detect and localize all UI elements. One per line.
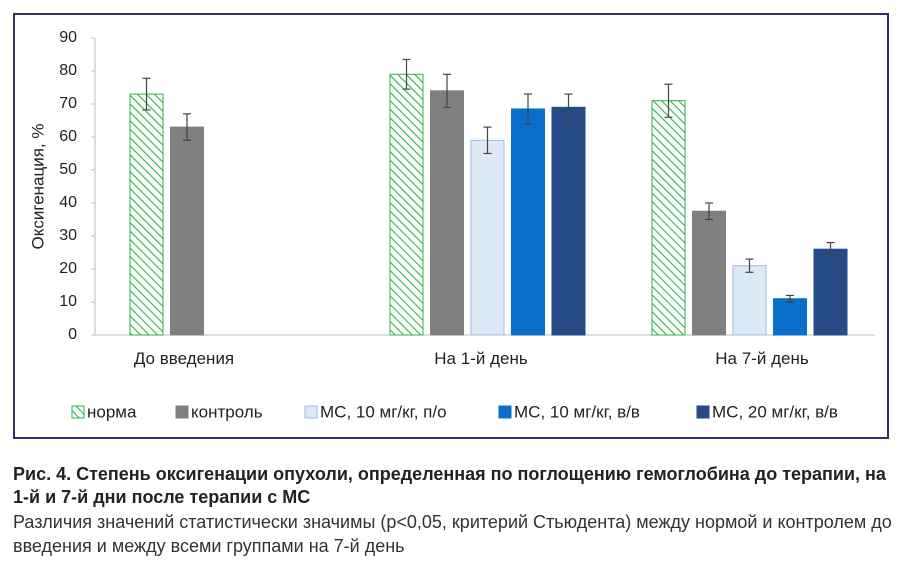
bars — [129, 58, 848, 336]
y-tick-label: 10 — [59, 293, 77, 310]
bar — [470, 139, 505, 336]
caption-note: Различия значений статистически значимы … — [13, 512, 892, 556]
bar — [170, 126, 204, 336]
category-label: До введения — [134, 349, 234, 368]
y-tick-label: 30 — [59, 227, 77, 244]
legend-swatch — [71, 405, 85, 419]
legend-swatch — [696, 405, 710, 419]
bar — [773, 298, 807, 336]
legend: норма контроль МС, 10 мг/кг, п/о МС, 10 мг/… — [71, 402, 838, 421]
legend-swatch — [175, 405, 189, 419]
category-label: На 1-й день — [434, 349, 528, 368]
legend-label: норма — [87, 402, 137, 421]
y-tick-label: 20 — [59, 260, 77, 277]
legend-label: МС, 10 мг/кг, в/в — [514, 402, 640, 421]
category-labels: До введения На 1-й день На 7-й день — [134, 349, 809, 368]
bar — [551, 106, 586, 336]
y-tick-label: 80 — [59, 62, 77, 79]
category-label: На 7-й день — [715, 349, 809, 368]
chart-frame: Оксигенация, % 0 10 20 30 40 50 60 70 80 90 До вв… — [13, 13, 889, 439]
bar — [511, 108, 545, 336]
y-tick-label: 90 — [59, 29, 77, 46]
y-tick-label: 50 — [59, 161, 77, 178]
bar — [389, 73, 424, 336]
bar — [813, 248, 848, 336]
legend-swatch — [498, 405, 512, 419]
legend-swatch — [304, 405, 318, 419]
legend-label: МС, 10 мг/кг, п/о — [320, 402, 447, 421]
legend-label: контроль — [191, 402, 263, 421]
y-axis-label: Оксигенация, % — [28, 124, 47, 250]
y-tick-label: 60 — [59, 128, 77, 145]
y-tick-label: 70 — [59, 95, 77, 112]
bar — [430, 90, 464, 336]
bar — [651, 100, 686, 336]
bar — [692, 210, 726, 336]
bar-chart: Оксигенация, % 0 10 20 30 40 50 60 70 80 90 До вв… — [28, 29, 875, 421]
bar — [732, 265, 767, 336]
y-tick-label: 40 — [59, 194, 77, 211]
bar — [129, 93, 164, 336]
legend-label: МС, 20 мг/кг, в/в — [712, 402, 838, 421]
figure-caption: Рис. 4. Степень оксигенации опухоли, опр… — [13, 463, 893, 558]
caption-title: Рис. 4. Степень оксигенации опухоли, опр… — [13, 464, 886, 507]
y-tick-label: 0 — [68, 326, 77, 343]
